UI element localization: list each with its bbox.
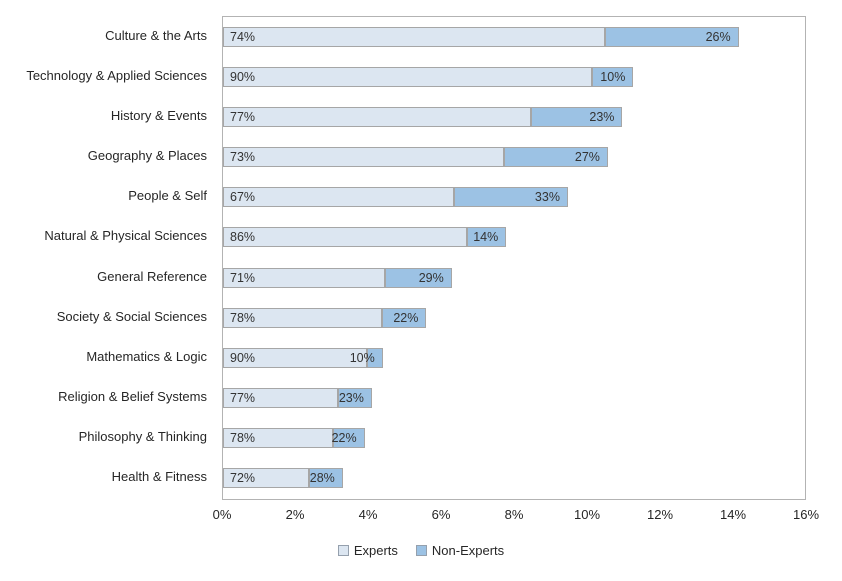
bar-segment-label: 26% [705, 30, 731, 45]
legend-swatch-experts [337, 545, 349, 556]
bar-segment-label: 86% [230, 230, 256, 245]
bar-segment-label: 23% [338, 390, 364, 405]
legend-label-non-experts: Non-Experts [431, 543, 505, 558]
bar-segment-non-experts: 22% [331, 427, 365, 448]
plot-area: 74% 26% 90% 10% 77% 23% 73% 27% 67% 33% 86% 14% 71% 2… [222, 16, 806, 500]
bar-segment-experts: 78% [223, 307, 382, 328]
bar-segment-non-experts: 27% [503, 147, 608, 168]
bar-segment-label: 33% [534, 190, 560, 205]
bar-segment-experts: 77% [223, 107, 531, 128]
bar-segment-non-experts: 22% [381, 307, 427, 328]
bar-segment-label: 71% [230, 270, 256, 285]
bar-segment-label: 77% [230, 390, 256, 405]
bar-segment-non-experts: 28% [309, 467, 343, 488]
bar-segment-label: 73% [230, 150, 256, 165]
bar-segment-label: 23% [589, 110, 615, 125]
bar-segment-label: 22% [331, 430, 357, 445]
bar-segment-label: 77% [230, 110, 256, 125]
category-label-society-social-sciences: Society & Social Sciences [56, 308, 207, 324]
x-tick-label: 4% [358, 507, 378, 522]
category-label-general-reference: General Reference [97, 268, 207, 284]
category-label-health-fitness: Health & Fitness [111, 468, 207, 484]
bar-segment-non-experts: 29% [385, 267, 452, 288]
category-label-technology-applied-sciences: Technology & Applied Sciences [26, 68, 207, 84]
bar-segment-experts: 71% [223, 267, 386, 288]
legend-item-experts: Experts [337, 543, 398, 558]
bar-row: 74% 26% [223, 27, 805, 48]
legend: Experts Non-Experts [0, 543, 842, 558]
category-label-philosophy-thinking: Philosophy & Thinking [78, 428, 207, 444]
bar-segment-non-experts: 23% [530, 107, 623, 128]
legend-swatch-non-experts [415, 545, 427, 556]
bar-segment-non-experts: 26% [604, 27, 739, 48]
category-label-natural-physical-sciences: Natural & Physical Sciences [44, 228, 207, 244]
bar-segment-label: 29% [418, 270, 444, 285]
bar-segment-label: 10% [600, 70, 626, 85]
bar-segment-non-experts: 10% [350, 347, 383, 368]
bar-segment-label: 10% [349, 350, 375, 365]
bar-row: 73% 27% [223, 147, 805, 168]
x-tick-label: 12% [646, 507, 674, 522]
category-label-culture-the-arts: Culture & the Arts [105, 28, 207, 43]
x-tick-label: 8% [504, 507, 524, 522]
x-tick-label: 6% [431, 507, 451, 522]
legend-label-experts: Experts [353, 543, 398, 558]
bar-row: 90% 10% [223, 347, 805, 368]
bar-segment-experts: 73% [223, 147, 504, 168]
bar-segment-label: 72% [230, 470, 256, 485]
bar-row: 67% 33% [223, 187, 805, 208]
x-tick-label: 14% [719, 507, 747, 522]
category-label-religion-belief-systems: Religion & Belief Systems [58, 388, 207, 404]
bar-row: 77% 23% [223, 107, 805, 128]
x-tick-label: 2% [285, 507, 305, 522]
bar-segment-label: 14% [473, 230, 499, 245]
bar-segment-label: 90% [230, 70, 256, 85]
bar-segment-label: 22% [393, 310, 419, 325]
bar-segment-non-experts: 23% [337, 387, 372, 408]
bar-segment-experts: 90% [223, 347, 367, 368]
x-tick-label: 16% [792, 507, 820, 522]
bar-segment-experts: 77% [223, 387, 338, 408]
category-label-geography-places: Geography & Places [87, 148, 207, 164]
bar-row: 72% 28% [223, 467, 805, 488]
bar-segment-non-experts: 10% [592, 67, 634, 88]
bar-segment-label: 90% [230, 350, 256, 365]
bar-segment-label: 27% [574, 150, 600, 165]
category-label-history-events: History & Events [110, 108, 207, 124]
bar-row: 86% 14% [223, 227, 805, 248]
bar-segment-non-experts: 14% [466, 227, 507, 248]
bar-row: 78% 22% [223, 427, 805, 448]
bar-row: 71% 29% [223, 267, 805, 288]
category-label-mathematics-logic: Mathematics & Logic [86, 348, 207, 364]
bar-segment-label: 78% [230, 310, 256, 325]
bar-segment-experts: 78% [223, 427, 334, 448]
bar-segment-label: 28% [309, 470, 335, 485]
bar-segment-experts: 86% [223, 227, 467, 248]
legend-item-non-experts: Non-Experts [415, 543, 505, 558]
bar-segment-experts: 72% [223, 467, 310, 488]
bar-segment-experts: 74% [223, 27, 605, 48]
bar-segment-experts: 90% [223, 67, 593, 88]
x-tick-label: 10% [573, 507, 601, 522]
bar-segment-non-experts: 33% [454, 187, 568, 208]
bar-segment-experts: 67% [223, 187, 455, 208]
category-label-people-self: People & Self [128, 188, 207, 204]
bar-row: 78% 22% [223, 307, 805, 328]
category-axis: Culture & the Arts Technology & Applied S… [0, 0, 207, 581]
bar-segment-label: 78% [230, 430, 256, 445]
bar-segment-label: 74% [230, 30, 256, 45]
x-tick-label: 0% [212, 507, 232, 522]
bar-row: 77% 23% [223, 387, 805, 408]
bar-segment-label: 67% [230, 190, 256, 205]
bar-row: 90% 10% [223, 67, 805, 88]
